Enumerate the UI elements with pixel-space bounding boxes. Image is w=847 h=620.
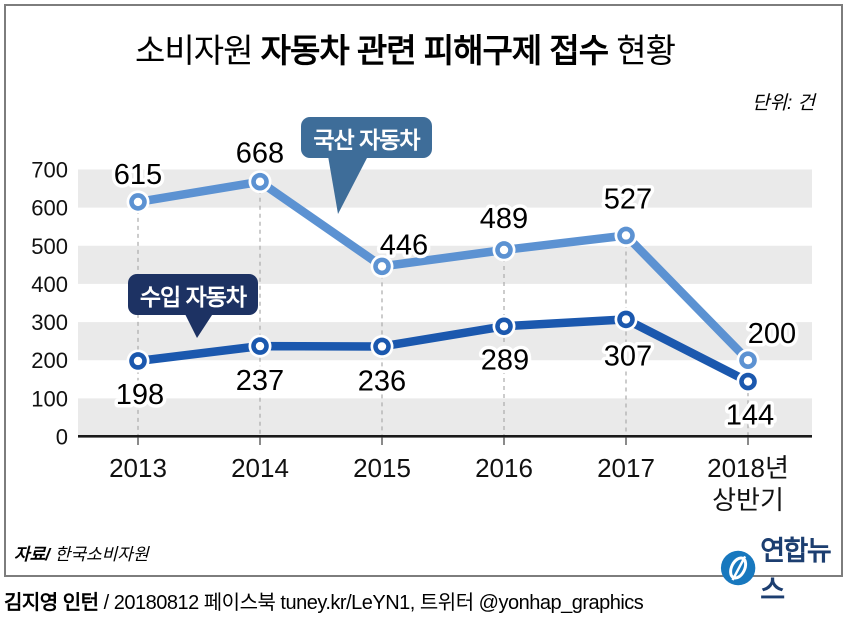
svg-text:527: 527 (604, 183, 652, 215)
svg-text:237: 237 (236, 365, 284, 397)
svg-text:236: 236 (358, 365, 406, 397)
svg-text:2016: 2016 (475, 453, 533, 483)
svg-text:200: 200 (31, 348, 68, 373)
svg-text:400: 400 (31, 272, 68, 297)
yonhap-logo-icon (720, 550, 756, 586)
title-emphasis: 자동차 관련 피해구제 접수 (260, 32, 609, 69)
svg-text:100: 100 (31, 386, 68, 411)
svg-text:2015: 2015 (353, 453, 411, 483)
unit-label: 단위: 건 (752, 93, 815, 114)
svg-text:144: 144 (726, 400, 774, 432)
svg-text:489: 489 (480, 203, 528, 235)
svg-text:2014: 2014 (231, 453, 289, 483)
credit-line: 김지영 인턴 / 20180812 페이스북 tuney.kr/LeYN1, 트… (4, 586, 644, 615)
title-suffix: 현황 (608, 32, 676, 69)
source-note: 자료/ 한국소비자원 (14, 540, 149, 565)
svg-text:200: 200 (748, 318, 796, 350)
credit-rest: / 20180812 페이스북 tuney.kr/LeYN1, 트위터 @yon… (98, 592, 644, 614)
svg-text:500: 500 (31, 234, 68, 259)
title-prefix: 소비자원 (135, 32, 261, 69)
svg-text:307: 307 (604, 340, 652, 372)
svg-text:615: 615 (114, 159, 162, 191)
svg-text:198: 198 (116, 379, 164, 411)
svg-text:600: 600 (31, 196, 68, 221)
yonhap-logo-text: 연합뉴스 (760, 536, 832, 605)
credit-author: 김지영 인턴 (4, 592, 99, 614)
chart-title: 소비자원 자동차 관련 피해구제 접수 현황 (0, 24, 810, 72)
svg-text:300: 300 (31, 310, 68, 335)
legend-domestic-cars: 국산 자동차 (301, 117, 432, 158)
source-value: 한국소비자원 (50, 545, 149, 564)
legend-imported-cars: 수입 자동차 (128, 274, 258, 315)
svg-text:2013: 2013 (109, 453, 167, 483)
svg-text:289: 289 (481, 344, 529, 376)
svg-text:700: 700 (31, 158, 68, 183)
svg-text:446: 446 (380, 229, 428, 261)
source-label: 자료/ (14, 545, 51, 564)
svg-text:2017: 2017 (597, 453, 655, 483)
yonhap-logo: 연합뉴스 (720, 529, 847, 607)
svg-text:0: 0 (56, 425, 68, 450)
svg-text:668: 668 (236, 138, 284, 170)
